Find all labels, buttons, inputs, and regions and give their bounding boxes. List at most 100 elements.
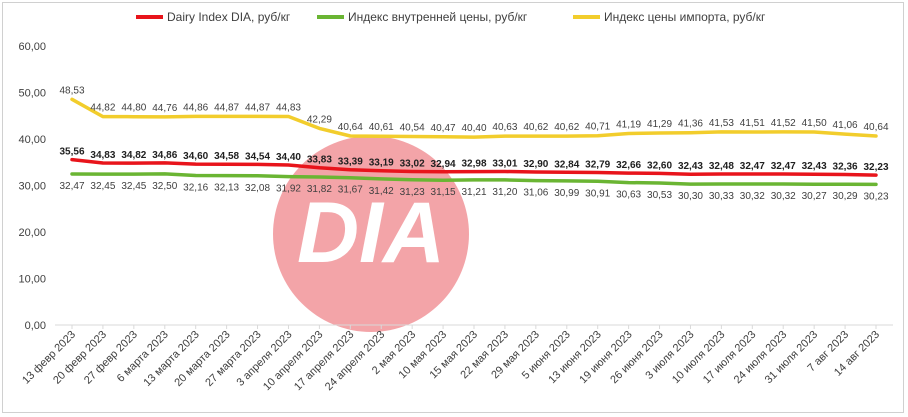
data-label: 31,06 — [523, 188, 548, 199]
data-label: 44,76 — [152, 103, 177, 114]
data-label: 32,60 — [647, 160, 672, 171]
data-label: 32,08 — [245, 183, 270, 194]
data-label: 40,64 — [863, 122, 888, 133]
data-label: 41,53 — [709, 118, 734, 129]
data-label: 44,87 — [214, 102, 239, 113]
legend-label: Dairy Index DIA, руб/кг — [167, 10, 291, 24]
data-label: 32,43 — [678, 161, 703, 172]
data-label: 32,47 — [771, 161, 796, 172]
y-tick-label: 50,00 — [18, 88, 46, 100]
data-label: 31,21 — [461, 187, 486, 198]
data-label: 40,54 — [400, 122, 425, 133]
data-label: 31,67 — [338, 185, 363, 196]
data-label: 32,23 — [863, 162, 888, 173]
data-label: 41,51 — [740, 118, 765, 129]
data-label: 32,48 — [709, 161, 734, 172]
y-axis: 0,00 10,00 20,00 30,00 40,00 50,00 60,00 — [18, 41, 46, 332]
data-label: 34,82 — [121, 150, 146, 161]
data-label: 31,20 — [492, 187, 517, 198]
data-label: 33,02 — [400, 158, 425, 169]
y-tick-label: 0,00 — [25, 320, 46, 332]
data-label: 32,16 — [183, 182, 208, 193]
data-label: 40,63 — [492, 122, 517, 133]
data-label: 41,50 — [802, 118, 827, 129]
data-label: 32,43 — [802, 161, 827, 172]
dia-watermark-logo: DIA — [273, 136, 469, 332]
data-label: 32,45 — [90, 181, 115, 192]
legend-label: Индекс цены импорта, руб/кг — [604, 10, 766, 24]
data-label: 31,23 — [400, 187, 425, 198]
data-label: 32,98 — [461, 159, 486, 170]
y-tick-label: 40,00 — [18, 134, 46, 146]
data-label: 31,15 — [431, 187, 456, 198]
data-label: 31,42 — [369, 186, 394, 197]
data-label: 30,29 — [833, 191, 858, 202]
data-label: 33,39 — [338, 157, 363, 168]
series-line — [70, 172, 878, 187]
data-label: 32,84 — [554, 159, 579, 170]
data-label: 40,62 — [554, 122, 579, 133]
data-label: 30,99 — [554, 188, 579, 199]
series-line — [70, 157, 878, 177]
x-tick-label: 13 февр 2023 — [20, 329, 78, 387]
data-label: 32,94 — [431, 159, 456, 170]
data-label: 41,36 — [678, 119, 703, 130]
y-tick-label: 20,00 — [18, 227, 46, 239]
data-label: 34,54 — [245, 151, 270, 162]
data-label: 31,82 — [307, 184, 332, 195]
data-label: 30,32 — [740, 191, 765, 202]
data-label: 35,56 — [59, 147, 84, 158]
data-label: 40,64 — [338, 122, 363, 133]
data-label: 32,45 — [121, 181, 146, 192]
data-label: 34,40 — [276, 152, 301, 163]
data-label: 30,30 — [678, 191, 703, 202]
data-labels: 35,56 34,83 34,82 34,86 34,60 34,58 34,54 34,40… — [59, 85, 888, 202]
data-label: 40,71 — [585, 122, 610, 133]
data-label: 32,50 — [152, 181, 177, 192]
y-tick-label: 60,00 — [18, 41, 46, 53]
data-label: 44,83 — [276, 103, 301, 114]
legend-label: Индекс внутренней цены, руб/кг — [348, 10, 528, 24]
y-tick-label: 30,00 — [18, 181, 46, 193]
data-label: 32,66 — [616, 160, 641, 171]
watermark-text: DIA — [297, 185, 445, 281]
data-label: 30,63 — [616, 190, 641, 201]
series-line — [70, 97, 878, 139]
data-label: 33,01 — [492, 159, 517, 170]
data-label: 44,86 — [183, 102, 208, 113]
data-label: 30,27 — [802, 191, 827, 202]
data-label: 40,40 — [461, 123, 486, 134]
data-label: 40,47 — [431, 123, 456, 134]
data-label: 44,87 — [245, 102, 270, 113]
data-label: 33,83 — [307, 155, 332, 166]
data-label: 34,58 — [214, 151, 239, 162]
data-label: 41,06 — [833, 120, 858, 131]
data-label: 31,92 — [276, 184, 301, 195]
data-label: 40,61 — [369, 122, 394, 133]
data-label: 42,29 — [307, 114, 332, 125]
watermark-circle — [273, 136, 469, 332]
data-label: 33,19 — [369, 158, 394, 169]
data-label: 32,36 — [833, 162, 858, 173]
data-label: 34,86 — [152, 150, 177, 161]
data-label: 34,83 — [90, 150, 115, 161]
data-label: 30,33 — [709, 191, 734, 202]
data-label: 30,32 — [771, 191, 796, 202]
data-label: 32,90 — [523, 159, 548, 170]
data-label: 41,29 — [647, 119, 672, 130]
data-label: 44,80 — [121, 103, 146, 114]
data-label: 48,53 — [59, 85, 84, 96]
legend: Dairy Index DIA, руб/кг Индекс внутренней… — [136, 10, 766, 24]
data-label: 41,52 — [771, 118, 796, 129]
data-label: 30,53 — [647, 190, 672, 201]
data-label: 34,60 — [183, 151, 208, 162]
series-lines — [70, 97, 878, 187]
data-label: 32,47 — [59, 181, 84, 192]
data-label: 32,13 — [214, 183, 239, 194]
data-label: 40,62 — [523, 122, 548, 133]
data-label: 32,79 — [585, 160, 610, 171]
data-label: 41,19 — [616, 119, 641, 130]
x-tick-label: 3 апреля 2023 — [234, 329, 294, 389]
data-label: 30,23 — [863, 191, 888, 202]
